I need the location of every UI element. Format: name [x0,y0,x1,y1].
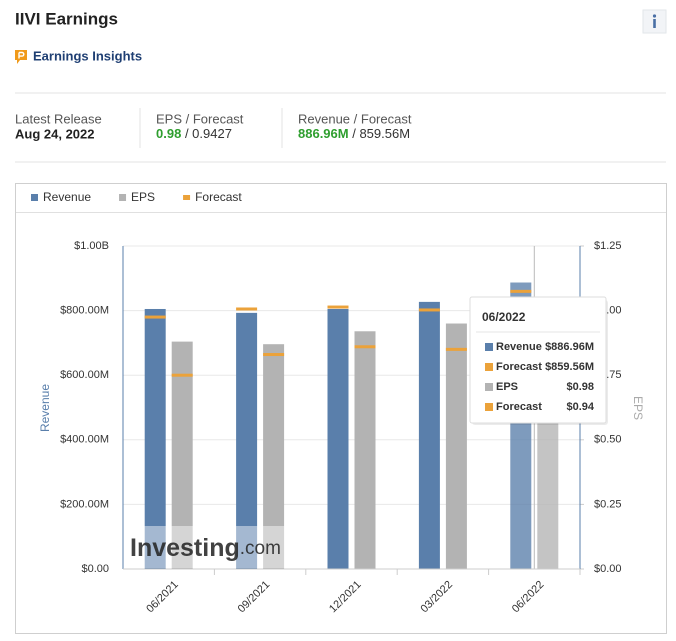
forecast-marker [236,307,258,311]
y2-axis-label: EPS [631,396,645,420]
y2-tick-label: $1.25 [594,240,622,252]
tooltip-name: Forecast [496,401,542,413]
y-tick-label: $0.00 [81,563,109,575]
tooltip-value: $886.96M [545,341,594,353]
chart-frame [15,183,667,634]
y2-tick-label: $0.00 [594,563,622,575]
tooltip-title: 06/2022 [482,310,526,324]
forecast-marker [263,353,285,357]
stat-actual: 886.96M [298,126,349,141]
widget-title: IIVI Earnings [15,9,118,28]
tooltip-name: Revenue [496,341,542,353]
info-button[interactable] [642,9,667,34]
tooltip-value: $0.94 [566,401,594,413]
bar [327,308,349,569]
y-tick-label: $600.00M [60,369,109,381]
bar [445,323,467,569]
legend-label: EPS [131,190,155,204]
stat-label: Revenue / Forecast [298,111,412,126]
bar [418,301,440,569]
stat-label: EPS / Forecast [156,111,244,126]
bar [144,308,166,569]
legend-item[interactable]: Forecast [183,190,242,204]
bar [236,312,258,569]
legend-label: Forecast [195,190,242,204]
legend-item[interactable]: EPS [119,190,155,204]
watermark-brand: Investing [130,534,240,562]
tooltip-value: $859.56M [545,361,594,373]
bar [263,344,285,569]
tooltip-name: EPS [496,381,518,393]
tooltip-swatch [485,363,493,371]
tooltip-swatch [485,383,493,391]
tooltip-swatch [485,343,493,351]
insights-link[interactable]: Earnings Insights [15,48,142,64]
bar [171,341,193,569]
legend-swatch [119,194,127,201]
chart: $0.00 $200.00M $400.00M $600.00M $800.00M $1.… [31,190,645,615]
y2-tick-label: $0.25 [594,498,622,510]
stat-value: 886.96M / 859.56M [298,126,410,141]
tooltip-box [469,296,607,424]
stat-value: Aug 24, 2022 [15,126,95,141]
forecast-marker [144,315,166,319]
tooltip-swatch [485,403,493,411]
info-stem [653,19,656,28]
info-dot [652,14,657,18]
stat-actual: 0.98 [156,126,181,141]
legend-label: Revenue [43,190,91,204]
y-axis-label: Revenue [38,384,52,432]
y-tick-label: $200.00M [60,498,109,510]
watermark-backdrop [124,526,294,568]
stat-value: 0.98 / 0.9427 [156,126,232,141]
y-tick-label: $1.00B [74,240,109,252]
watermark-suffix: .com [240,538,281,559]
y-tick-label: $800.00M [60,305,109,317]
stat-forecast: / 0.9427 [185,126,232,141]
y2-tick-label: $0.50 [594,434,622,446]
stat-label: Latest Release [15,111,102,126]
legend-swatch [31,194,38,201]
legend-item[interactable]: Revenue [31,190,91,204]
tooltip-value: $0.98 [566,381,594,393]
forecast-marker [445,347,467,351]
tooltip-name: Forecast [496,361,542,373]
forecast-marker [327,305,349,309]
insights-icon-letter [18,51,25,59]
legend-swatch [183,195,191,200]
forecast-marker [354,345,376,349]
y-tick-label: $400.00M [60,434,109,446]
stat-forecast: / 859.56M [352,126,410,141]
forecast-marker [171,373,193,377]
insights-label[interactable]: Earnings Insights [33,48,142,63]
forecast-marker [418,308,440,312]
watermark: Investing.com [130,534,281,562]
forecast-marker [510,289,532,293]
bar [354,331,376,569]
